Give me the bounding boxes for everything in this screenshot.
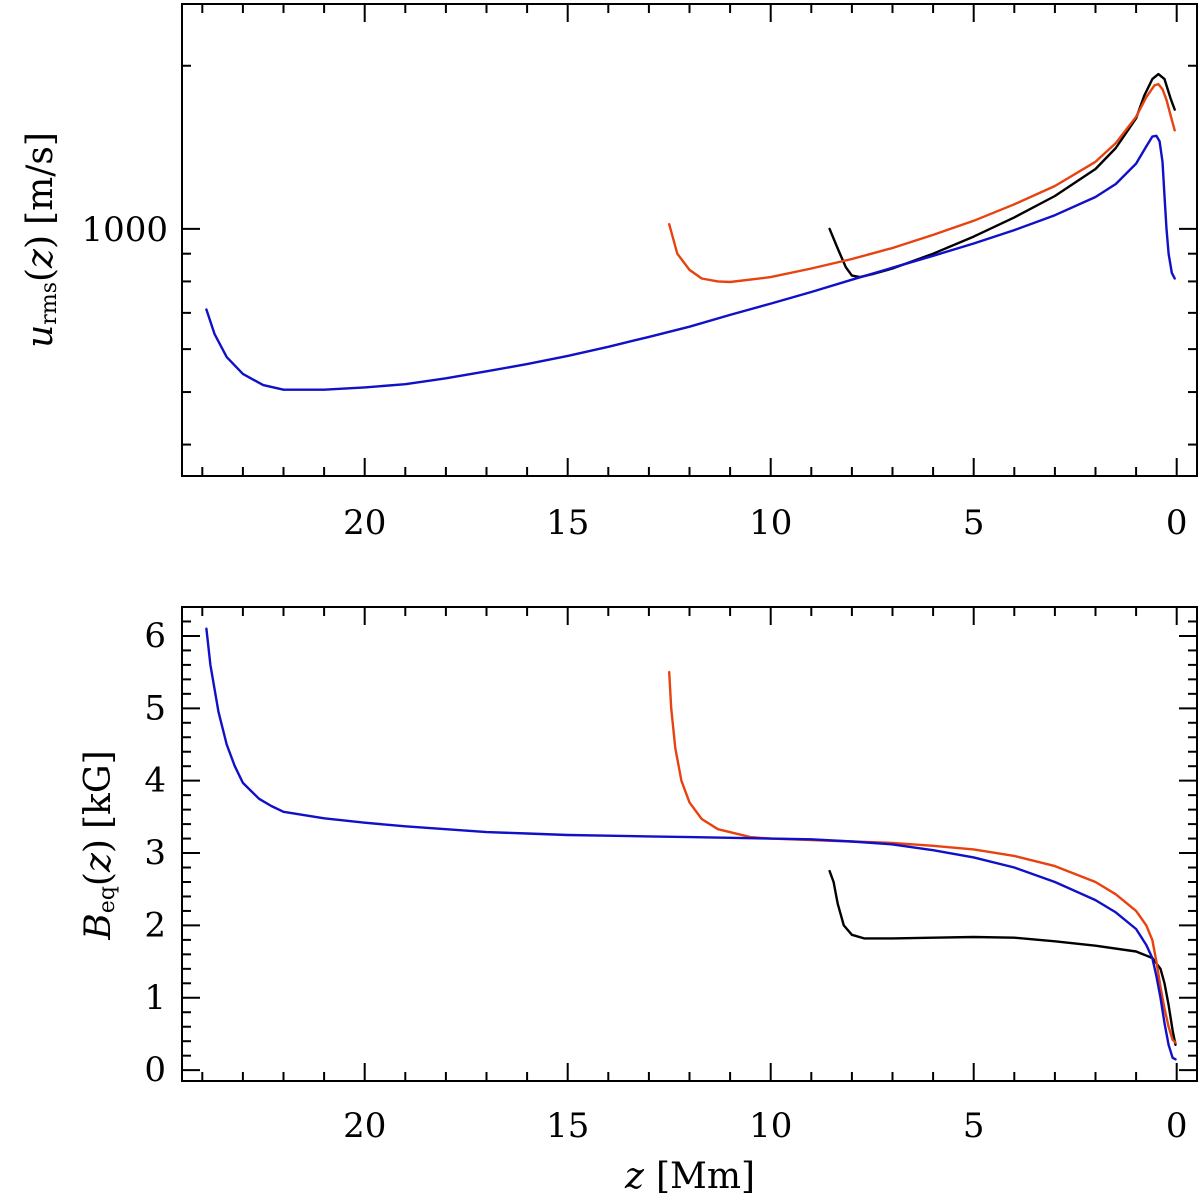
y-tick-label: 4 (144, 761, 166, 801)
x-tick-label: 15 (546, 503, 589, 543)
series-line-orange (668, 82, 1176, 284)
x-tick-label: 20 (343, 503, 386, 543)
x-tick-label: 0 (1166, 1106, 1188, 1146)
panel-beq-y-axis-title: Beq(z)[kG] (78, 750, 120, 940)
panel-beq-yticks: 0 1 2 3 4 5 6 (144, 616, 1197, 1090)
series-line-black (828, 869, 1177, 1046)
y-tick-label: 6 (144, 616, 166, 656)
panel-beq-series (205, 627, 1177, 1061)
panel-beq-frame (181, 606, 1198, 1082)
panel-urms-xticks: 20 15 10 5 0 (201, 4, 1188, 543)
panel-urms: 20 15 10 5 0 1000 urms(z)[m/s] (20, 3, 1198, 543)
y-tick-label: 2 (144, 905, 166, 945)
series-line-blue (205, 627, 1177, 1061)
series-line-orange (668, 670, 1177, 1044)
panel-beq: 20 15 10 5 0 0 1 2 3 4 5 6 Beq(z)[kG] z [Mm] (78, 606, 1198, 1197)
series-line-blue (205, 134, 1176, 391)
panel-urms-frame (181, 3, 1198, 477)
x-tick-label: 0 (1166, 503, 1188, 543)
panel-beq-xlabel: z [Mm] (624, 1156, 755, 1197)
panel-urms-series (205, 72, 1176, 391)
x-tick-label: 5 (963, 503, 985, 543)
x-tick-label: 10 (749, 1106, 792, 1146)
panel-urms-ylabel: urms(z)[m/s] (20, 132, 62, 348)
y-tick-label: 0 (144, 1050, 166, 1090)
panel-urms-y-axis-title: urms(z)[m/s] (20, 132, 62, 348)
panel-urms-yticks (182, 64, 1197, 446)
panel-beq-xticks: 20 15 10 5 0 (201, 607, 1188, 1146)
x-tick-label: 10 (749, 503, 792, 543)
y-tick-label: 3 (144, 833, 166, 873)
x-tick-label: 5 (963, 1106, 985, 1146)
y-tick-label: 5 (144, 688, 166, 728)
x-tick-label: 20 (343, 1106, 386, 1146)
panel-urms-ytick-label: 1000 (81, 210, 168, 250)
series-line-black (828, 72, 1176, 279)
x-tick-label: 15 (546, 1106, 589, 1146)
y-tick-label: 1 (144, 978, 166, 1018)
panel-beq-ylabel: Beq(z)[kG] (78, 750, 120, 940)
